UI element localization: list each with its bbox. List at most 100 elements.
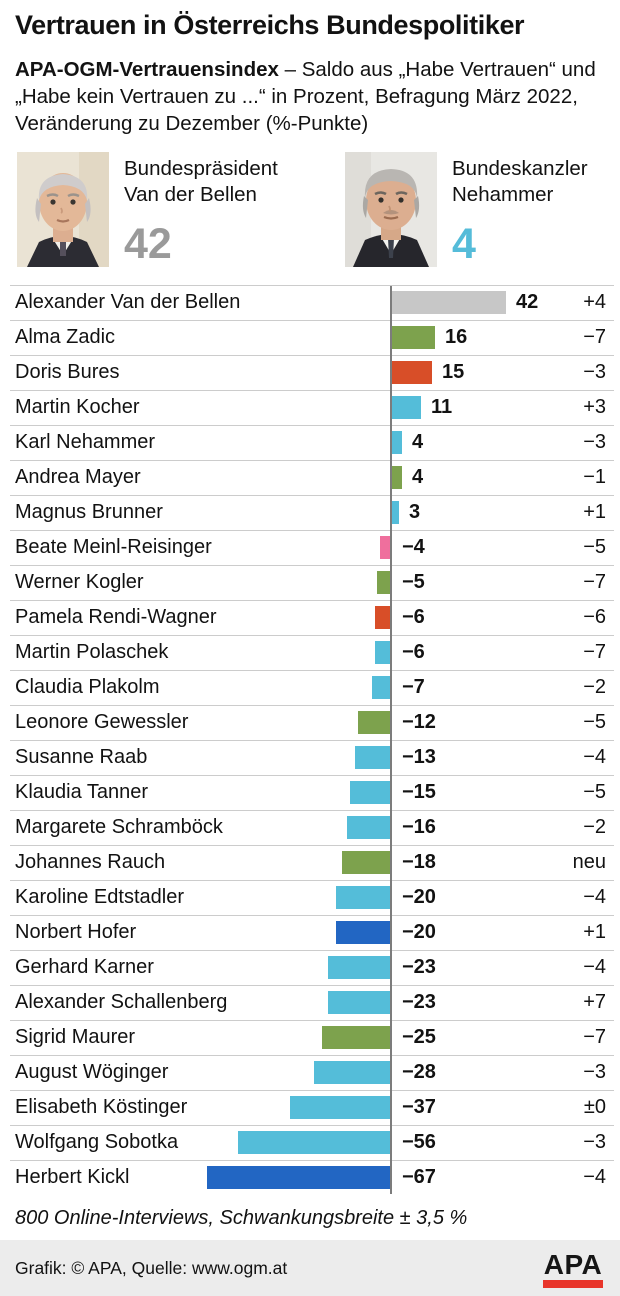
politician-name: Margarete Schramböck	[15, 816, 223, 838]
politician-name: August Wöginger	[15, 1061, 169, 1083]
change-label: −5	[583, 536, 606, 558]
value-president: 42	[124, 220, 172, 268]
change-label: −3	[583, 1061, 606, 1083]
apa-logo-red-bar	[543, 1280, 603, 1288]
value-label: −7	[402, 676, 425, 698]
change-label: −6	[583, 606, 606, 628]
change-label: −2	[583, 676, 606, 698]
chart-row: Karl Nehammer 4 −3	[0, 425, 620, 460]
change-label: −3	[583, 431, 606, 453]
politician-name: Norbert Hofer	[15, 921, 137, 943]
politician-name: Klaudia Tanner	[15, 781, 149, 803]
change-label: −2	[583, 816, 606, 838]
value-chancellor: 4	[452, 220, 476, 268]
apa-logo-text: APA	[543, 1249, 603, 1280]
change-label: +1	[583, 921, 606, 943]
subtitle-bold: APA-OGM-Vertrauensindex	[15, 58, 279, 81]
chart-row: Pamela Rendi-Wagner −6 −6	[0, 600, 620, 635]
change-label: −5	[583, 711, 606, 733]
politician-name: Claudia Plakolm	[15, 676, 160, 698]
bar	[391, 326, 435, 349]
subtitle-rest: – Saldo aus „Habe Vertrauen“ und „Habe k…	[15, 58, 596, 135]
change-label: −7	[583, 1026, 606, 1048]
value-label: −23	[402, 956, 436, 978]
chart-row: Norbert Hofer −20 +1	[0, 915, 620, 950]
header-card-president: Bundespräsident Van der Bellen 42	[17, 152, 278, 267]
value-label: −5	[402, 571, 425, 593]
change-label: +1	[583, 501, 606, 523]
politician-name: Alexander Schallenberg	[15, 991, 228, 1013]
change-label: ±0	[583, 1096, 606, 1118]
change-label: +3	[583, 396, 606, 418]
chart-row: Doris Bures 15 −3	[0, 355, 620, 390]
chart-row: Margarete Schramböck −16 −2	[0, 810, 620, 845]
chart-row: Karoline Edtstadler −20 −4	[0, 880, 620, 915]
value-label: −12	[402, 711, 436, 733]
value-label: 11	[431, 396, 453, 418]
politician-name: Alma Zadic	[15, 326, 116, 348]
bar	[350, 781, 391, 804]
bar	[336, 886, 391, 909]
change-label: +7	[583, 991, 606, 1013]
bar	[207, 1166, 391, 1189]
politician-name: Martin Kocher	[15, 396, 140, 418]
politician-name: Johannes Rauch	[15, 851, 166, 873]
value-label: −23	[402, 991, 436, 1013]
value-label: −28	[402, 1061, 436, 1083]
value-label: −18	[402, 851, 436, 873]
change-label: −4	[583, 956, 606, 978]
bar	[391, 431, 402, 454]
change-label: +4	[583, 291, 606, 313]
photo-van-der-bellen	[17, 152, 109, 267]
value-label: −20	[402, 886, 436, 908]
bar	[391, 291, 506, 314]
value-label: 4	[412, 431, 424, 453]
credit-strip: Grafik: © APA, Quelle: www.ogm.at APA	[0, 1240, 620, 1296]
politician-name: Beate Meinl-Reisinger	[15, 536, 212, 558]
chart-row: Claudia Plakolm −7 −2	[0, 670, 620, 705]
chart-row: Herbert Kickl −67 −4	[0, 1160, 620, 1195]
chart-row: Wolfgang Sobotka −56 −3	[0, 1125, 620, 1160]
name-label-chancellor: Nehammer	[452, 183, 554, 206]
chart-row: Beate Meinl-Reisinger −4 −5	[0, 530, 620, 565]
value-label: 15	[442, 361, 465, 383]
subtitle: APA-OGM-Vertrauensindex – Saldo aus „Hab…	[15, 56, 601, 137]
chart-row: Johannes Rauch −18 neu	[0, 845, 620, 880]
value-label: −37	[402, 1096, 436, 1118]
chart-row: Werner Kogler −5 −7	[0, 565, 620, 600]
change-label: −7	[583, 641, 606, 663]
bar	[238, 1131, 391, 1154]
bar	[391, 396, 421, 419]
chart-row: Martin Polaschek −6 −7	[0, 635, 620, 670]
bar	[322, 1026, 391, 1049]
bar	[391, 361, 432, 384]
value-label: 3	[409, 501, 421, 523]
apa-logo: APA	[543, 1251, 603, 1288]
politician-name: Pamela Rendi-Wagner	[15, 606, 217, 628]
politician-name: Karoline Edtstadler	[15, 886, 184, 908]
bar-chart: Alexander Van der Bellen 42 +4 Alma Zadi…	[0, 285, 620, 1195]
bar	[290, 1096, 391, 1119]
bar	[377, 571, 391, 594]
chart-row: Alexander Van der Bellen 42 +4	[0, 285, 620, 320]
change-label: −5	[583, 781, 606, 803]
footnote: 800 Online-Interviews, Schwankungsbreite…	[15, 1207, 468, 1229]
politician-name: Sigrid Maurer	[15, 1026, 136, 1048]
chart-row: Klaudia Tanner −15 −5	[0, 775, 620, 810]
name-label-president: Van der Bellen	[124, 183, 257, 206]
bar	[328, 956, 391, 979]
value-label: −25	[402, 1026, 436, 1048]
bar	[391, 501, 399, 524]
chart-row: Andrea Mayer 4 −1	[0, 460, 620, 495]
change-label: −1	[583, 466, 606, 488]
value-label: −13	[402, 746, 436, 768]
change-label: −4	[583, 746, 606, 768]
bar	[342, 851, 391, 874]
politician-name: Leonore Gewessler	[15, 711, 189, 733]
bar	[328, 991, 391, 1014]
change-label: neu	[572, 851, 606, 873]
politician-name: Gerhard Karner	[15, 956, 154, 978]
bar	[391, 466, 402, 489]
bar	[375, 606, 391, 629]
